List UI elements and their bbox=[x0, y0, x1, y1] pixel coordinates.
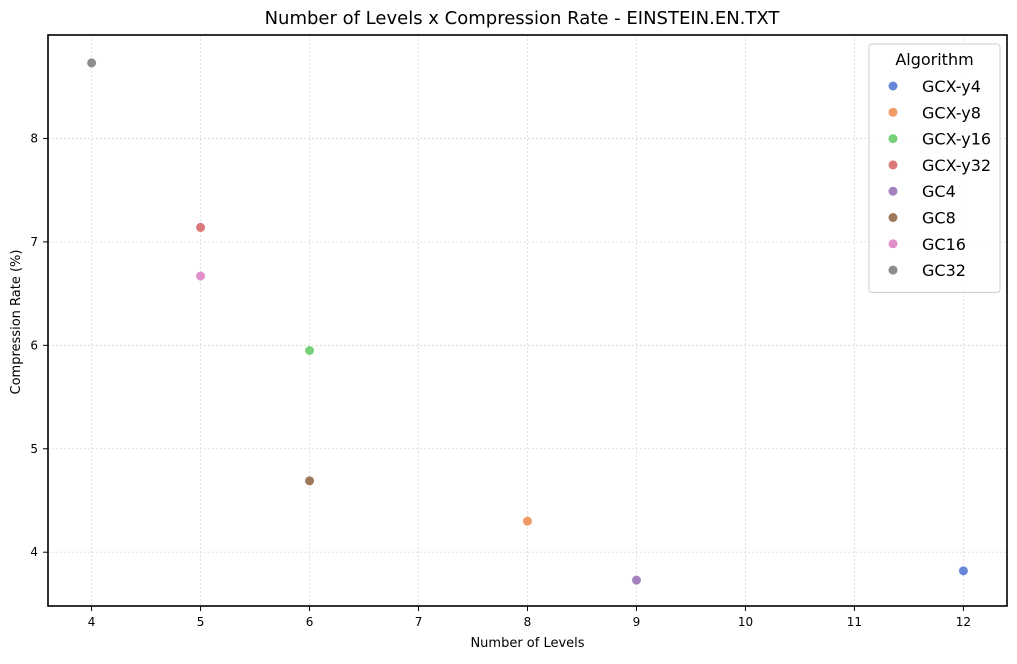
y-tick-label: 7 bbox=[30, 235, 38, 249]
data-point bbox=[305, 476, 315, 486]
legend-marker bbox=[888, 107, 898, 117]
legend-marker bbox=[888, 81, 898, 91]
legend-label: GC32 bbox=[922, 261, 966, 280]
legend: Algorithm GCX-y4 GCX-y8 GCX-y16 GCX-y32 GC4 GC… bbox=[868, 43, 1001, 293]
data-point bbox=[196, 222, 206, 232]
x-tick-label: 8 bbox=[524, 615, 532, 629]
legend-label: GCX-y16 bbox=[922, 130, 991, 149]
legend-title: Algorithm bbox=[895, 50, 973, 69]
data-point bbox=[958, 566, 968, 576]
x-tick-label: 10 bbox=[738, 615, 753, 629]
data-point bbox=[305, 345, 315, 355]
x-tick-label: 5 bbox=[197, 615, 205, 629]
x-tick-label: 11 bbox=[847, 615, 862, 629]
legend-box bbox=[868, 43, 1001, 293]
x-tick-label: 6 bbox=[306, 615, 314, 629]
legend-marker bbox=[888, 160, 898, 170]
legend-label: GC8 bbox=[922, 209, 956, 228]
legend-label: GC16 bbox=[922, 235, 966, 254]
legend-marker bbox=[888, 265, 898, 275]
x-tick-label: 9 bbox=[633, 615, 641, 629]
chart-title: Number of Levels x Compression Rate - EI… bbox=[265, 8, 781, 29]
legend-marker bbox=[888, 239, 898, 249]
y-tick-label: 5 bbox=[30, 442, 38, 456]
y-axis-label: Compression Rate (%) bbox=[9, 250, 24, 395]
data-point bbox=[87, 58, 97, 68]
data-point bbox=[523, 516, 532, 526]
y-tick-label: 6 bbox=[30, 338, 38, 352]
legend-label: GCX-y32 bbox=[922, 156, 991, 175]
grid bbox=[48, 35, 1007, 606]
data-point bbox=[196, 271, 206, 281]
y-tick-label: 8 bbox=[30, 131, 38, 145]
legend-label: GCX-y8 bbox=[922, 103, 981, 122]
y-tick-label: 4 bbox=[30, 545, 38, 559]
axes: 4 5 6 7 8 9 10 11 12 4 5 6 7 8 bbox=[30, 34, 1008, 629]
data-points bbox=[87, 58, 968, 585]
legend-marker bbox=[888, 134, 898, 144]
legend-label: GCX-y4 bbox=[922, 77, 981, 96]
data-point bbox=[631, 575, 641, 585]
x-tick-label: 12 bbox=[956, 615, 971, 629]
x-axis-label: Number of Levels bbox=[470, 636, 584, 651]
legend-label: GC4 bbox=[922, 182, 956, 201]
x-tick-label: 4 bbox=[88, 615, 96, 629]
legend-marker bbox=[888, 213, 898, 222]
legend-marker bbox=[888, 186, 898, 196]
x-tick-label: 7 bbox=[415, 615, 423, 629]
